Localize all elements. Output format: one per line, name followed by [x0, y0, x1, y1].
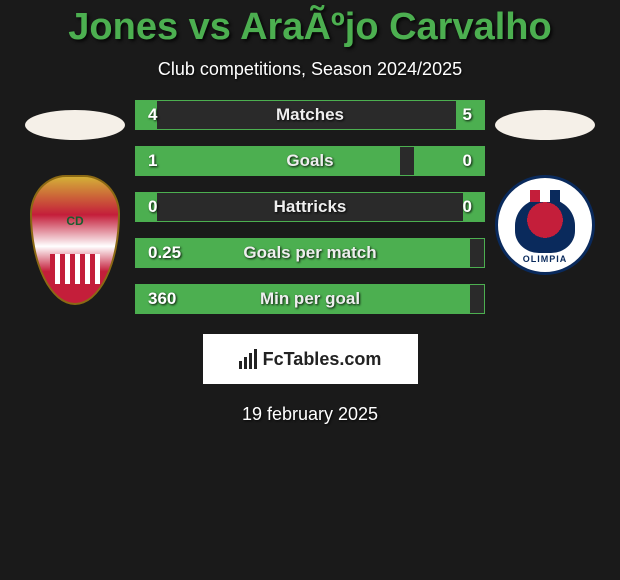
player-left-side	[15, 100, 135, 310]
stat-row-goals: 1 Goals 0	[135, 146, 485, 176]
comparison-date: 19 february 2025	[242, 404, 378, 425]
stat-left-value: 0.25	[148, 243, 181, 263]
stats-column: 4 Matches 5 1 Goals 0 0 Hattricks 0 0.25…	[135, 100, 485, 314]
club-left-crest	[25, 170, 125, 310]
stat-label: Hattricks	[274, 197, 347, 217]
stat-label: Matches	[276, 105, 344, 125]
stat-left-value: 0	[148, 197, 157, 217]
player-right-side: OLIMPIA	[485, 100, 605, 295]
stat-label: Goals	[286, 151, 333, 171]
stat-right-value: 5	[463, 105, 472, 125]
stat-row-goals-per-match: 0.25 Goals per match	[135, 238, 485, 268]
main-comparison-area: 4 Matches 5 1 Goals 0 0 Hattricks 0 0.25…	[0, 100, 620, 314]
stat-right-value: 0	[463, 197, 472, 217]
stat-left-value: 1	[148, 151, 157, 171]
stat-label: Min per goal	[260, 289, 360, 309]
stat-fill-right	[414, 147, 484, 175]
stat-row-hattricks: 0 Hattricks 0	[135, 192, 485, 222]
bar-chart-icon	[239, 349, 257, 369]
player-right-silhouette	[495, 110, 595, 140]
brand-text: FcTables.com	[263, 349, 382, 370]
comparison-subtitle: Club competitions, Season 2024/2025	[158, 59, 462, 80]
stat-fill-left	[136, 147, 400, 175]
stat-row-min-per-goal: 360 Min per goal	[135, 284, 485, 314]
player-left-silhouette	[25, 110, 125, 140]
stat-left-value: 4	[148, 105, 157, 125]
comparison-title: Jones vs AraÃºjo Carvalho	[68, 6, 551, 49]
crest-right-label: OLIMPIA	[523, 254, 568, 264]
brand-box[interactable]: FcTables.com	[203, 334, 418, 384]
club-right-crest: OLIMPIA	[495, 155, 595, 295]
stat-left-value: 360	[148, 289, 176, 309]
stat-label: Goals per match	[243, 243, 376, 263]
stat-row-matches: 4 Matches 5	[135, 100, 485, 130]
stat-right-value: 0	[463, 151, 472, 171]
